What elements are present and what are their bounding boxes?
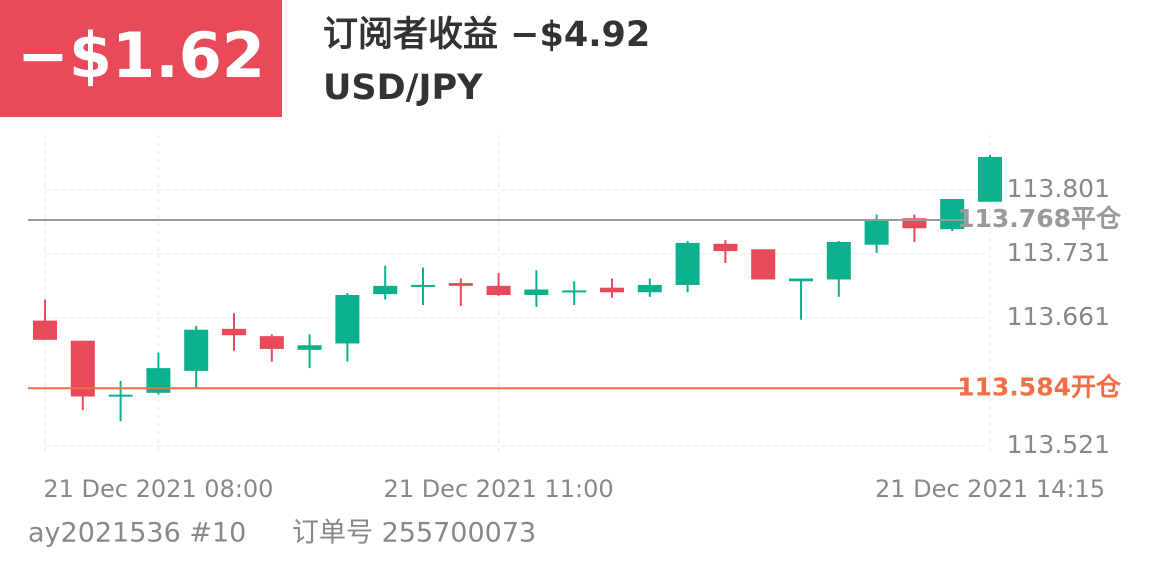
candle-body (33, 320, 57, 340)
x-tick-label: 21 Dec 2021 14:15 (875, 475, 1105, 503)
y-tick-label: 113.801 (1007, 174, 1110, 203)
candle-body (448, 283, 473, 286)
title: 订阅者收益 −$4.92 (323, 15, 650, 55)
symbol: USD/JPY (323, 68, 483, 108)
y-tick-label: 113.731 (1007, 238, 1110, 267)
candle-body (562, 290, 587, 293)
candle-body (108, 394, 133, 397)
candle-body (978, 156, 1002, 202)
pnl-badge (0, 0, 282, 117)
candle-body (524, 289, 549, 295)
y-tick-label: 113.661 (1007, 302, 1110, 331)
candle-body (70, 340, 95, 397)
candle-body (789, 278, 813, 282)
candle-body (335, 295, 360, 344)
pnl: −$1.62 (17, 19, 265, 92)
candle-body (940, 199, 965, 230)
y-tick-label: 113.521 (1007, 430, 1110, 459)
x-tick-label: 21 Dec 2021 11:00 (384, 475, 614, 503)
candle-body (600, 287, 624, 293)
order-number: 订单号 255700073 (292, 518, 536, 549)
candle-body (675, 242, 700, 285)
reference-label: 113.768平仓 (957, 204, 1122, 233)
candle-body (222, 328, 246, 336)
candle-body (902, 218, 927, 229)
candle-body (486, 285, 511, 295)
x-tick-label: 21 Dec 2021 08:00 (43, 475, 273, 503)
account: ay2021536 #10 (28, 518, 246, 549)
candle-body (184, 329, 209, 371)
candle-body (713, 243, 738, 252)
candle-body (259, 336, 284, 349)
candle-body (297, 345, 322, 350)
candle-body (826, 241, 851, 280)
candle-body (373, 285, 398, 295)
reference-label: 113.584开仓 (957, 372, 1122, 401)
candle-body (637, 284, 662, 293)
candle-body (751, 249, 776, 280)
candle-body (864, 219, 889, 245)
candle-body (411, 284, 435, 287)
